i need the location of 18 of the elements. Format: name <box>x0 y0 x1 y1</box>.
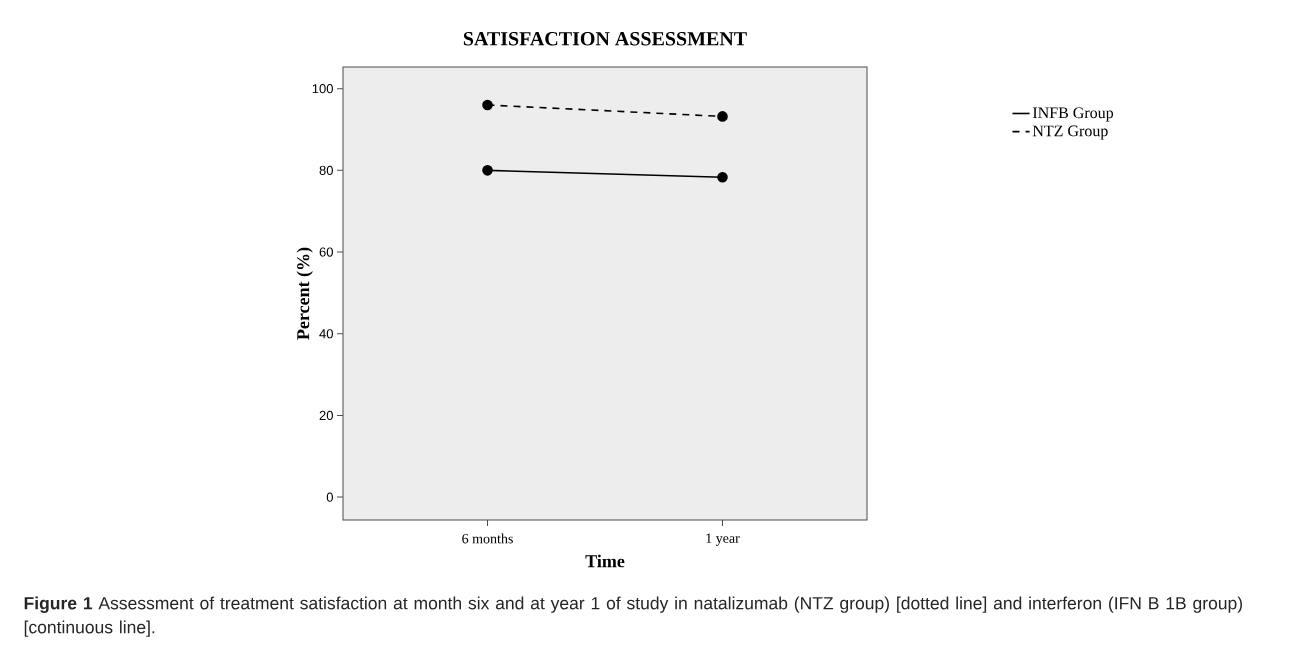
point <box>482 165 493 176</box>
x-axis-title: Time <box>585 554 625 568</box>
y-axis-title: Percent (%) <box>296 247 313 340</box>
y-tick-label: 100 <box>312 84 333 94</box>
y-tick-label: 60 <box>319 247 333 257</box>
y-tick-label: 40 <box>319 329 333 339</box>
point <box>717 111 728 122</box>
legend-label: NTZ Group <box>1032 125 1108 140</box>
x-tick-label: 6 months <box>462 533 513 544</box>
y-tick-label: 80 <box>319 165 333 175</box>
point <box>717 171 728 183</box>
x-tick-label: 1 year <box>706 533 740 546</box>
y-tick-label: 20 <box>319 410 333 421</box>
y-tick-label: 0 <box>326 492 333 502</box>
legend-label: INFB Group <box>1032 107 1114 122</box>
chart-title: SATISFACTION ASSESSMENT <box>463 32 747 46</box>
point <box>482 99 493 111</box>
text: Figure 1 Assessment of treatment satisfaction at month six and at year 1 of study in natalizumab (NTZ group) [dotted line] and interferon (IFN B 1B group) [continuous line]. <box>24 596 1242 637</box>
